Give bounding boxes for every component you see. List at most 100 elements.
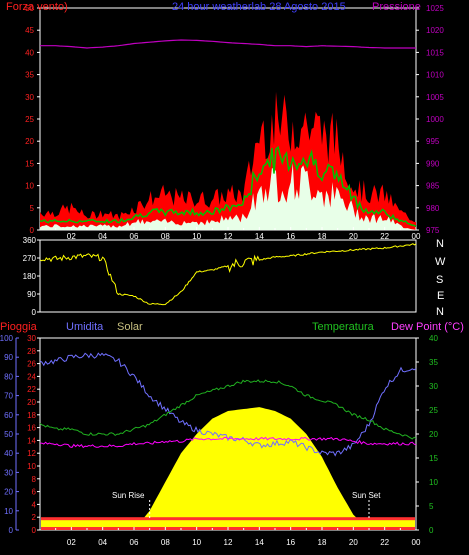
humidity-ytick-label: 70	[4, 392, 13, 401]
temp-ytick-label: 5	[429, 502, 434, 511]
pressure-ytick-label: 1005	[426, 93, 444, 102]
bottom-xtick-label: 02	[67, 538, 76, 547]
sun-rise-label: Sun Rise	[112, 491, 145, 500]
top-xtick-label: 12	[224, 232, 233, 241]
pressure-ytick-label: 990	[426, 159, 440, 168]
top-xtick-label: 18	[318, 232, 327, 241]
pressure-ytick-label: 1015	[426, 48, 444, 57]
top-xtick-label: 20	[349, 232, 358, 241]
bottom-xtick-label: 18	[318, 538, 327, 547]
temp-ytick-label: 40	[429, 334, 438, 343]
rain-ytick-label: 14	[27, 436, 36, 445]
wind-ytick-label: 35	[25, 71, 34, 80]
wind-ytick-label: 25	[25, 115, 34, 124]
wind-avg-line	[39, 145, 417, 227]
rain-ytick-label: 0	[32, 526, 37, 535]
direction-ytick-label: 180	[23, 272, 37, 281]
rain-ytick-label: 4	[32, 500, 37, 509]
top-xtick-label: 02	[67, 232, 76, 241]
wind-ytick-label: 10	[25, 182, 34, 191]
wind-ytick-label: 5	[30, 204, 35, 213]
dew-point-label: Dew Point (°C)	[391, 321, 464, 333]
rain-ytick-label: 26	[27, 360, 36, 369]
top-xtick-label: 22	[380, 232, 389, 241]
rain-ytick-label: 6	[32, 488, 37, 497]
bottom-xtick-label: 10	[192, 538, 201, 547]
compass-s: S	[436, 274, 444, 286]
sun-set-label: Sun Set	[352, 491, 381, 500]
pressure-ytick-label: 980	[426, 204, 440, 213]
solar-area	[40, 407, 416, 530]
rain-ytick-label: 22	[27, 385, 36, 394]
pressure-line	[40, 39, 416, 49]
bottom-xtick-label: 04	[98, 538, 107, 547]
temp-ytick-label: 35	[429, 358, 438, 367]
top-xtick-label: 00	[412, 232, 421, 241]
wind-ytick-label: 20	[25, 137, 34, 146]
rain-ytick-label: 30	[27, 334, 36, 343]
humidity-label: Umidita	[66, 321, 104, 333]
direction-ytick-label: 90	[27, 290, 36, 299]
direction-ytick-label: 0	[32, 308, 37, 317]
direction-ytick-label: 270	[23, 254, 37, 263]
top-xtick-label: 10	[192, 232, 201, 241]
pressure-label: Pressione	[372, 1, 421, 13]
temp-ytick-label: 0	[429, 526, 434, 535]
temp-ytick-label: 15	[429, 454, 438, 463]
temperature-label: Temperatura	[312, 321, 374, 333]
rain-ytick-label: 20	[27, 398, 36, 407]
bottom-xtick-label: 22	[380, 538, 389, 547]
temp-ytick-label: 10	[429, 478, 438, 487]
humidity-ytick-label: 80	[4, 372, 13, 381]
wind-min-area	[40, 163, 416, 230]
direction-panel-frame	[39, 239, 417, 313]
wind-ytick-label: 50	[25, 4, 34, 13]
chart-title: 24 hour weatherlab 28 Agosto 2015	[172, 1, 346, 13]
temp-ytick-label: 20	[429, 430, 438, 439]
humidity-ytick-label: 0	[9, 526, 14, 535]
compass-e: E	[437, 290, 445, 302]
top-xtick-label: 08	[161, 232, 170, 241]
humidity-ytick-label: 50	[4, 430, 13, 439]
rain-ytick-label: 16	[27, 424, 36, 433]
humidity-line	[39, 352, 417, 457]
humidity-ytick-label: 90	[4, 353, 13, 362]
humidity-ytick-label: 40	[4, 449, 13, 458]
rain-ytick-label: 2	[32, 513, 37, 522]
top-xtick-label: 16	[286, 232, 295, 241]
bottom-xtick-label: 08	[161, 538, 170, 547]
compass-n-bottom: N	[436, 306, 444, 318]
bottom-xtick-label: 06	[130, 538, 139, 547]
rain-ytick-label: 28	[27, 347, 36, 356]
humidity-ytick-label: 30	[4, 468, 13, 477]
temp-ytick-label: 25	[429, 406, 438, 415]
humidity-ytick-label: 20	[4, 488, 13, 497]
top-xtick-label: 06	[130, 232, 139, 241]
top-xtick-label: 14	[255, 232, 264, 241]
bottom-xtick-label: 20	[349, 538, 358, 547]
humidity-ytick-label: 60	[4, 411, 13, 420]
pressure-ytick-label: 1020	[426, 26, 444, 35]
bottom-xtick-label: 00	[412, 538, 421, 547]
compass-w: W	[435, 256, 446, 268]
wind-ytick-label: 0	[30, 226, 35, 235]
pressure-ytick-label: 1010	[426, 71, 444, 80]
pressure-ytick-label: 1000	[426, 115, 444, 124]
direction-ytick-label: 360	[23, 236, 37, 245]
bottom-xtick-label: 16	[286, 538, 295, 547]
wind-direction-line	[39, 243, 417, 306]
humidity-ytick-label: 10	[4, 507, 13, 516]
compass-n-top: N	[436, 238, 444, 250]
temp-ytick-label: 30	[429, 382, 438, 391]
solar-label: Solar	[117, 321, 143, 333]
wind-ytick-label: 15	[25, 159, 34, 168]
top-xtick-label: 04	[98, 232, 107, 241]
pressure-ytick-label: 1025	[426, 4, 444, 13]
rain-ytick-label: 8	[32, 475, 37, 484]
humidity-ytick-label: 100	[0, 334, 14, 343]
pressure-ytick-label: 985	[426, 182, 440, 191]
wind-ytick-label: 30	[25, 93, 34, 102]
wind-gust-area	[40, 91, 416, 230]
pressure-ytick-label: 995	[426, 137, 440, 146]
